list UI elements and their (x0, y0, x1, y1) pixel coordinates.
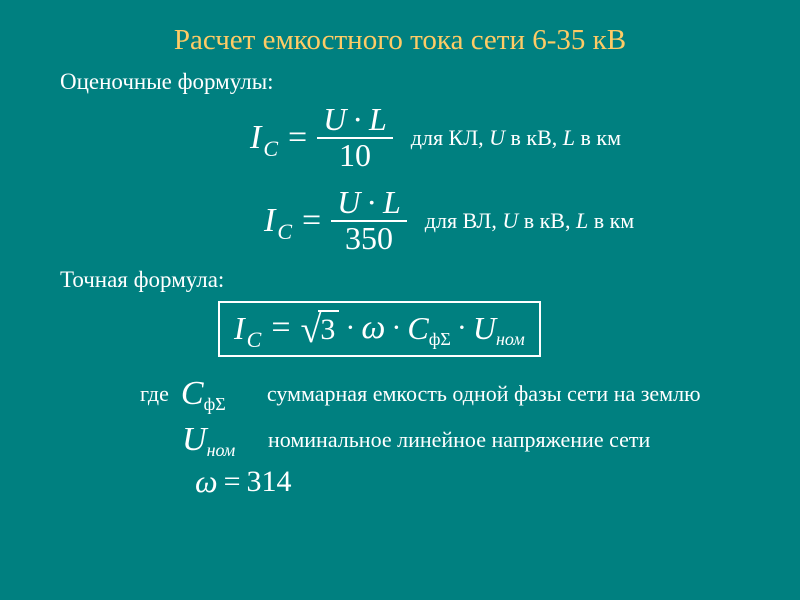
exact-lhs-sub: C (247, 327, 262, 353)
exact-dot3: · (457, 311, 467, 345)
f1-cap-prefix: для КЛ, (411, 125, 489, 150)
f2-cap-mid: в кВ, (518, 208, 576, 233)
f2-cap-suffix: в км (588, 208, 634, 233)
f2-cap-prefix: для ВЛ, (425, 208, 503, 233)
f2-cap-U: U (502, 208, 518, 233)
exact-dot1: · (345, 311, 355, 345)
legend-C-row: где C фΣ суммарная емкость одной фазы се… (140, 375, 800, 413)
f1-eq: = (288, 119, 307, 157)
legend-omega-eq: = (224, 465, 241, 499)
legend-C-sub: фΣ (204, 394, 226, 415)
legend-U-desc: номинальное линейное напряжение сети (268, 427, 650, 453)
f2-num-L: L (383, 186, 401, 220)
exact-U: U (473, 310, 496, 347)
legend-omega: ω (195, 463, 218, 500)
legend-omega-val: 314 (247, 465, 292, 499)
exact-omega: ω (361, 309, 385, 347)
f1-den: 10 (333, 139, 377, 173)
where-label: где (140, 381, 169, 407)
exact-lhs-var: I (234, 310, 245, 347)
f1-cap-U: U (489, 125, 505, 150)
f1-cap-mid: в кВ, (505, 125, 563, 150)
f1-caption: для КЛ, U в кВ, L в км (411, 125, 621, 151)
f1-fraction: U · L 10 (317, 103, 393, 172)
f1-lhs-var: I (250, 119, 261, 157)
f1-num-U: U (323, 103, 346, 137)
sqrt-icon: √ (301, 319, 322, 342)
f1-dot: · (352, 103, 363, 137)
f2-fraction: U · L 350 (331, 186, 407, 255)
formula-exact: I C = √ 3 · ω · C фΣ · U ном (218, 301, 800, 357)
page-title: Расчет емкостного тока сети 6-35 кВ (0, 0, 800, 63)
formula-overhead-line: I C = U · L 350 для ВЛ, U в кВ, L в км (264, 186, 800, 255)
legend-omega-row: ω = 314 (195, 463, 800, 500)
f1-num-L: L (369, 103, 387, 137)
f2-caption: для ВЛ, U в кВ, L в км (425, 208, 634, 234)
exact-C-sub: фΣ (429, 329, 451, 350)
exact-sqrt: √ 3 (301, 310, 340, 347)
legend-U: U (182, 421, 207, 459)
f2-lhs-var: I (264, 202, 275, 240)
f2-num-U: U (337, 186, 360, 220)
f2-den: 350 (339, 222, 399, 256)
f2-dot: · (366, 186, 377, 220)
legend-U-sub: ном (207, 440, 236, 461)
exact-U-sub: ном (496, 329, 525, 350)
legend-C: C (181, 375, 204, 413)
legend-C-desc: суммарная емкость одной фазы сети на зем… (267, 381, 701, 407)
exact-C: C (407, 310, 428, 347)
exact-radicand: 3 (318, 310, 339, 347)
section-exact-label: Точная формула: (60, 267, 800, 293)
f2-lhs-sub: C (277, 219, 292, 245)
exact-eq: = (271, 309, 290, 347)
formula-cable-line: I C = U · L 10 для КЛ, U в кВ, L в км (250, 103, 800, 172)
f1-cap-L: L (563, 125, 575, 150)
section-estimation-label: Оценочные формулы: (60, 69, 800, 95)
f1-lhs-sub: C (263, 136, 278, 162)
exact-dot2: · (391, 311, 401, 345)
f1-cap-suffix: в км (575, 125, 621, 150)
legend-U-row: U ном номинальное линейное напряжение се… (182, 421, 800, 459)
f2-cap-L: L (576, 208, 588, 233)
f2-eq: = (302, 202, 321, 240)
